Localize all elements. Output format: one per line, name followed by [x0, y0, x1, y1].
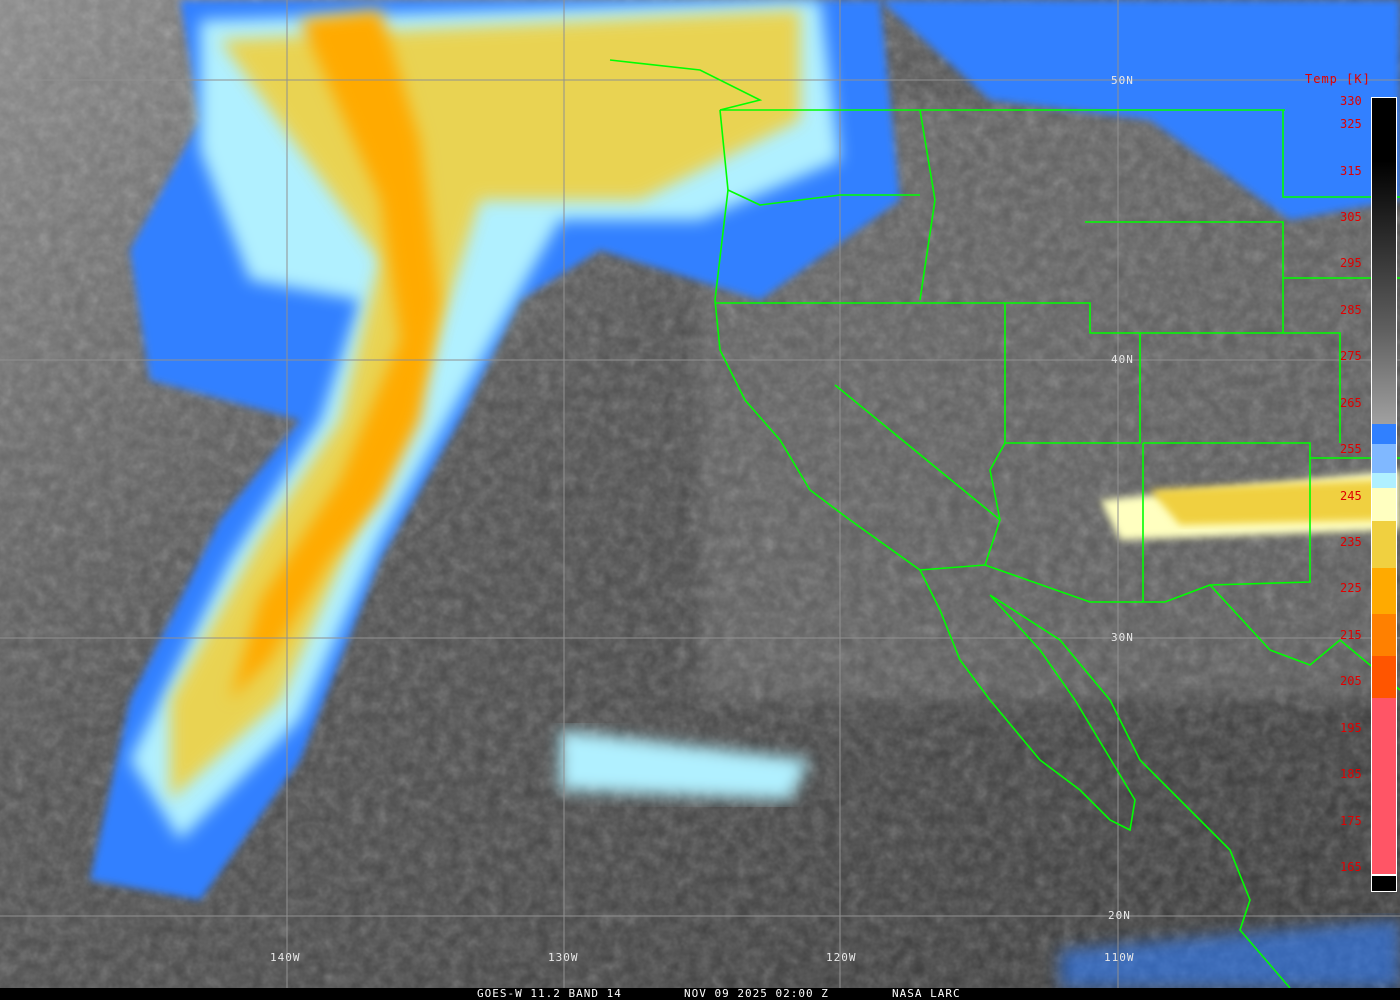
legend-tick: 215	[1340, 627, 1362, 642]
legend-tick: 205	[1340, 674, 1362, 689]
legend-tick: 315	[1340, 163, 1362, 178]
legend-tick: 235	[1340, 535, 1362, 550]
color-bar	[1371, 97, 1397, 892]
lat-label-20n: 20N	[1108, 909, 1131, 922]
legend-tick: 325	[1340, 117, 1362, 132]
legend-title: Temp [K]	[1305, 72, 1371, 86]
legend-tick: 305	[1340, 210, 1362, 225]
lon-label-120w: 120W	[826, 951, 857, 964]
caption-bar: GOES-W 11.2 BAND 14 NOV 09 2025 02:00 Z …	[0, 988, 1400, 1000]
lat-label-40n: 40N	[1111, 353, 1134, 366]
caption-source: NASA LARC	[892, 987, 961, 1000]
legend-tick: 285	[1340, 302, 1362, 317]
lat-label-50n: 50N	[1111, 74, 1134, 87]
legend-tick: 175	[1340, 813, 1362, 828]
legend-tick: 295	[1340, 256, 1362, 271]
caption-datetime: NOV 09 2025 02:00 Z	[684, 987, 829, 1000]
legend-tick: 330	[1340, 94, 1362, 108]
lon-label-140w: 140W	[270, 951, 301, 964]
legend-tick: 275	[1340, 349, 1362, 364]
legend-tick: 165	[1340, 860, 1362, 874]
lon-label-110w: 110W	[1104, 951, 1135, 964]
lon-label-130w: 130W	[548, 951, 579, 964]
legend-tick: 185	[1340, 767, 1362, 782]
caption-band: GOES-W 11.2 BAND 14	[477, 987, 622, 1000]
legend-tick: 195	[1340, 720, 1362, 735]
legend-tick: 255	[1340, 442, 1362, 457]
political-borders	[609, 59, 1400, 988]
legend-tick: 265	[1340, 395, 1362, 410]
lat-label-30n: 30N	[1111, 631, 1134, 644]
legend-tick: 245	[1340, 488, 1362, 503]
legend-tick: 225	[1340, 581, 1362, 596]
